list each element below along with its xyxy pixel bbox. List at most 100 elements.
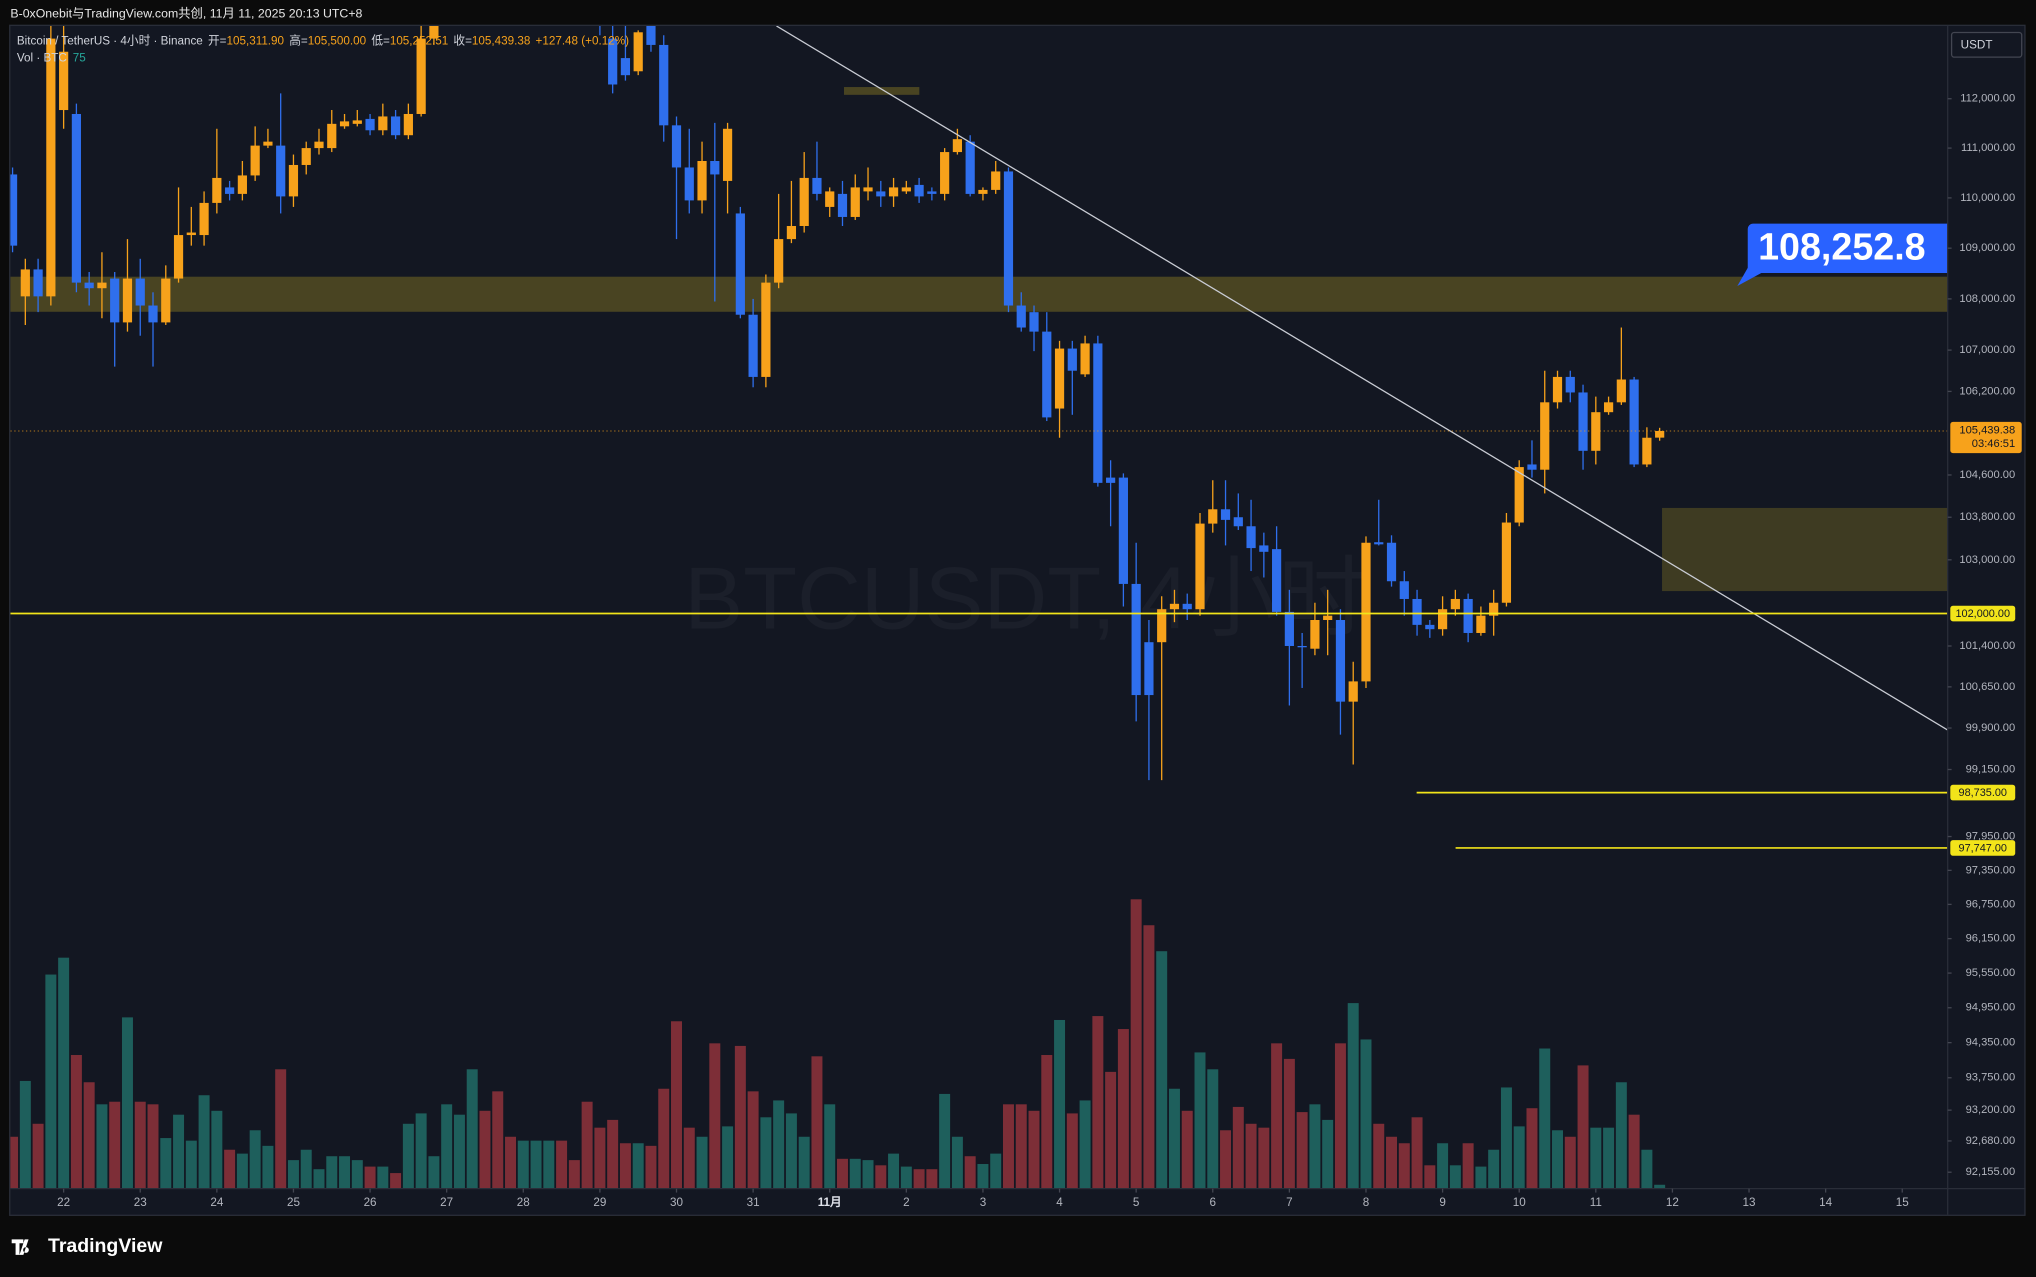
y-tick-label: 99,900.00 [1966, 722, 2016, 734]
candle-body [288, 164, 299, 197]
candle-body [952, 139, 963, 153]
volume-bar [964, 1156, 976, 1189]
volume-bar [1105, 1071, 1117, 1189]
y-tick-label: 103,800.00 [1959, 511, 2015, 523]
candle-body [1348, 681, 1358, 702]
x-tick-label: 22 [57, 1196, 70, 1209]
candle-body [1003, 171, 1014, 306]
candle-body [1476, 615, 1486, 633]
candle-body [1042, 331, 1052, 418]
legend-key: 开= [208, 35, 227, 48]
x-tick-label: 10 [1513, 1196, 1526, 1209]
y-tick-label: 109,000.00 [1959, 242, 2015, 254]
legend-value: 105,439.38 [472, 35, 530, 48]
volume-bar [19, 1080, 31, 1189]
candle-body [1540, 402, 1550, 470]
candle-body [901, 187, 911, 192]
volume-bar [402, 1123, 414, 1189]
candle-body [1591, 412, 1601, 451]
volume-bar [1552, 1130, 1563, 1189]
candle-body [46, 38, 56, 297]
candle-body [799, 177, 809, 226]
y-tick-label: 93,200.00 [1966, 1104, 2016, 1116]
volume-bar [1641, 1149, 1653, 1189]
x-tick-label: 9 [1439, 1196, 1445, 1209]
volume-bar [1411, 1117, 1423, 1189]
logo: TradingView [11, 1235, 163, 1257]
x-tick-label: 4 [1056, 1196, 1063, 1209]
legend-value: 105,252.51 [390, 35, 448, 48]
volume-bar [326, 1156, 338, 1189]
volume-bar [977, 1164, 989, 1189]
candle-body [1157, 609, 1167, 643]
volume-bar [619, 1143, 631, 1189]
candle-body [1208, 509, 1218, 524]
volume-bar [1347, 1003, 1359, 1189]
y-tick-label: 97,350.00 [1966, 864, 2016, 876]
volume-bar [811, 1056, 823, 1189]
volume-bar [364, 1166, 376, 1189]
volume-bar [479, 1110, 491, 1189]
candle-body [1054, 348, 1065, 409]
currency: USDT [1961, 39, 1993, 52]
volume-bar [1296, 1112, 1308, 1189]
volume-bar [428, 1156, 440, 1189]
volume-bar [198, 1095, 210, 1189]
price-axis: USDT 112,000.00 111,000.00 110,000.00 109,0… [1947, 31, 2023, 1178]
volume-bar [466, 1069, 478, 1189]
volume-bar [1156, 951, 1168, 1189]
volume-bar [1271, 1043, 1283, 1189]
candle-body [710, 161, 720, 175]
volume-bar [1245, 1123, 1257, 1189]
volume-bar [1360, 1039, 1372, 1189]
candle-body [339, 121, 350, 127]
window-title: B-0xOnebit与TradingView.com共创, 11月 11, 20… [10, 7, 362, 21]
candle-body [97, 282, 107, 289]
candle-body [671, 125, 682, 168]
volume-bar [1079, 1100, 1091, 1189]
chart-frame [9, 24, 2026, 1216]
volume-value: 75 [73, 52, 86, 65]
candle-body [991, 171, 1001, 190]
countdown: 03:46:51 [1972, 438, 2015, 450]
candle-body [33, 269, 43, 297]
volume-bar [696, 1136, 708, 1189]
zone [1662, 507, 1948, 592]
volume-bar [709, 1043, 721, 1189]
candle-body [1399, 581, 1409, 599]
volume-bar [1462, 1143, 1474, 1189]
watermark: BTCUSDT, 4小时 [684, 549, 1366, 648]
candle-body [608, 38, 618, 85]
x-tick-label: 5 [1133, 1196, 1139, 1209]
x-tick-label: 11 [1590, 1196, 1602, 1209]
candle-body [1527, 464, 1537, 470]
volume-bar [939, 1093, 951, 1189]
candle-body [1616, 379, 1626, 403]
volume-bar [262, 1145, 274, 1189]
volume-bar [1309, 1104, 1321, 1189]
candle-body [1233, 517, 1243, 527]
y-tick-label: 101,400.00 [1959, 640, 2015, 652]
y-tick-label: 99,150.00 [1966, 763, 2016, 775]
volume-bar [453, 1114, 465, 1189]
x-tick-label: 8 [1363, 1196, 1369, 1209]
volume-bar [1500, 1087, 1512, 1189]
x-tick-label: 7 [1286, 1196, 1292, 1209]
volume-bar [556, 1140, 568, 1189]
candle-body [301, 148, 311, 165]
line-label: 98,735.00 [1959, 787, 2007, 799]
candle-body [391, 116, 401, 136]
time-axis: 22 23 24 25 26 27 28 29 30 31 11月 2 3 4 5 6 7 8 9 10 11 12 13 1… [57, 1188, 1909, 1209]
volume-bar [173, 1114, 185, 1189]
volume-bar [313, 1169, 325, 1189]
volume-bar [1373, 1123, 1385, 1189]
candle-body [1118, 477, 1128, 584]
y-tick-label: 106,200.00 [1959, 385, 2015, 397]
volume-bar [1054, 1019, 1066, 1189]
candle-layer [10, 25, 1665, 781]
volume-bar [683, 1127, 695, 1189]
x-tick-label: 3 [980, 1196, 986, 1209]
volume-bar [990, 1153, 1002, 1189]
candle-body [71, 113, 81, 283]
volume-bar [658, 1088, 670, 1189]
